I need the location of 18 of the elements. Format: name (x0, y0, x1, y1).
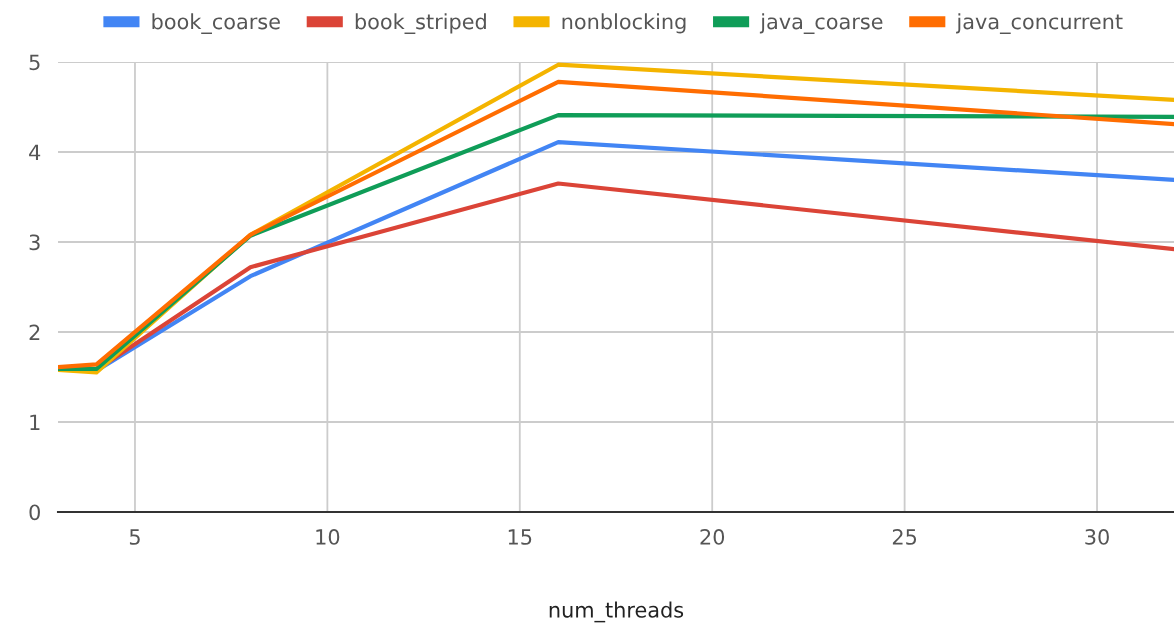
x-tick-label: 10 (316, 529, 340, 545)
x-tick-label: 5 (129, 529, 140, 545)
y-tick-label: 0 (29, 504, 40, 521)
y-tick-label: 4 (29, 144, 41, 160)
legend-label: book_coarse (152, 13, 280, 34)
y-tick-label: 5 (29, 54, 40, 71)
legend-label: book_striped (355, 13, 486, 34)
x-axis-title: num_threads (549, 601, 684, 623)
legend-label: java_concurrent (956, 13, 1123, 34)
y-tick-label: 2 (29, 324, 40, 340)
x-tick-label: 20 (700, 529, 725, 545)
x-tick-label: 30 (1085, 529, 1109, 545)
x-tick-label: 15 (508, 529, 532, 545)
x-tick-label: 25 (892, 529, 917, 545)
legend-label: java_coarse (759, 13, 883, 34)
y-tick-label: 1 (30, 414, 40, 430)
legend-label: nonblocking (562, 13, 686, 34)
y-tick-label: 3 (29, 234, 40, 251)
